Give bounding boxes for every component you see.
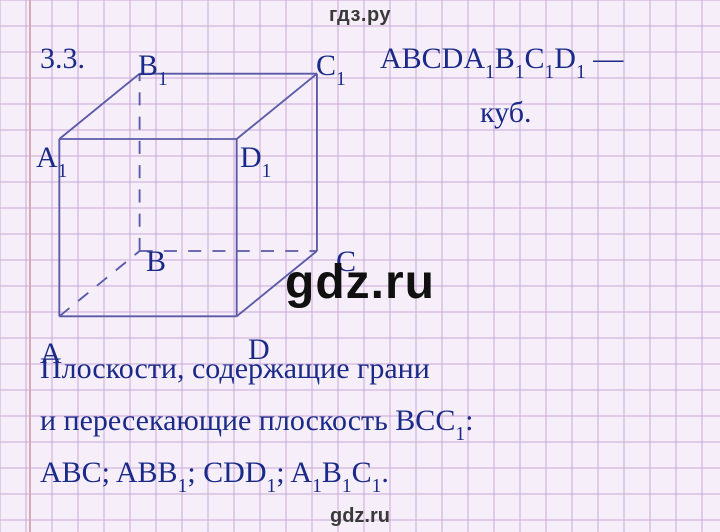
stmt1-b: B	[495, 42, 515, 75]
stmt1-end: —	[586, 42, 624, 75]
stmt1-c: C	[525, 42, 545, 75]
statement-line-2: куб.	[480, 96, 532, 130]
stmt1-d-sub: 1	[576, 62, 586, 83]
line4-sub: 1	[455, 424, 465, 445]
stmt1-d: D	[554, 42, 576, 75]
watermark-top: гдз.ру	[0, 4, 720, 27]
ans-e: C	[352, 456, 372, 489]
stmt1-b-sub: 1	[515, 62, 525, 83]
ans-d-sub: 1	[342, 476, 352, 497]
ans-d: B	[322, 456, 342, 489]
stmt1-c-sub: 1	[545, 62, 555, 83]
ans-b: ; CDD	[187, 456, 266, 489]
vertex-label-A1: A1	[36, 141, 67, 180]
ans-a-sub: 1	[178, 476, 188, 497]
vertex-label-D1: D1	[240, 141, 271, 180]
text-line-5: ABC; ABB1; CDD1; A1B1C1.	[40, 456, 389, 495]
watermark-bottom: gdz.ru	[0, 505, 720, 528]
ans-a: ABC; ABB	[40, 456, 178, 489]
stmt1-a-sub: 1	[485, 62, 495, 83]
ans-c: ; A	[276, 456, 312, 489]
page: гдз.ру 3.3. ADBCA1B1C1D1 ABCDA1B1C1D1 — …	[0, 0, 720, 532]
text-line-4: и пересекающие плоскость BCC1:	[40, 404, 473, 443]
text-line-3: Плоскости, содержащие грани	[40, 352, 430, 386]
line4-a: и пересекающие плоскость BCC	[40, 404, 455, 437]
ans-f: .	[381, 456, 389, 489]
vertex-label-C1: C1	[316, 49, 346, 88]
vertex-label-B1: B1	[138, 49, 168, 88]
ans-c-sub: 1	[312, 476, 322, 497]
ans-b-sub: 1	[267, 476, 277, 497]
statement-line-1: ABCDA1B1C1D1 —	[380, 42, 623, 81]
stmt1-a: ABCDA	[380, 42, 485, 75]
watermark-mid: gdz.ru	[0, 255, 720, 310]
line4-end: :	[465, 404, 473, 437]
ans-e-sub: 1	[372, 476, 382, 497]
